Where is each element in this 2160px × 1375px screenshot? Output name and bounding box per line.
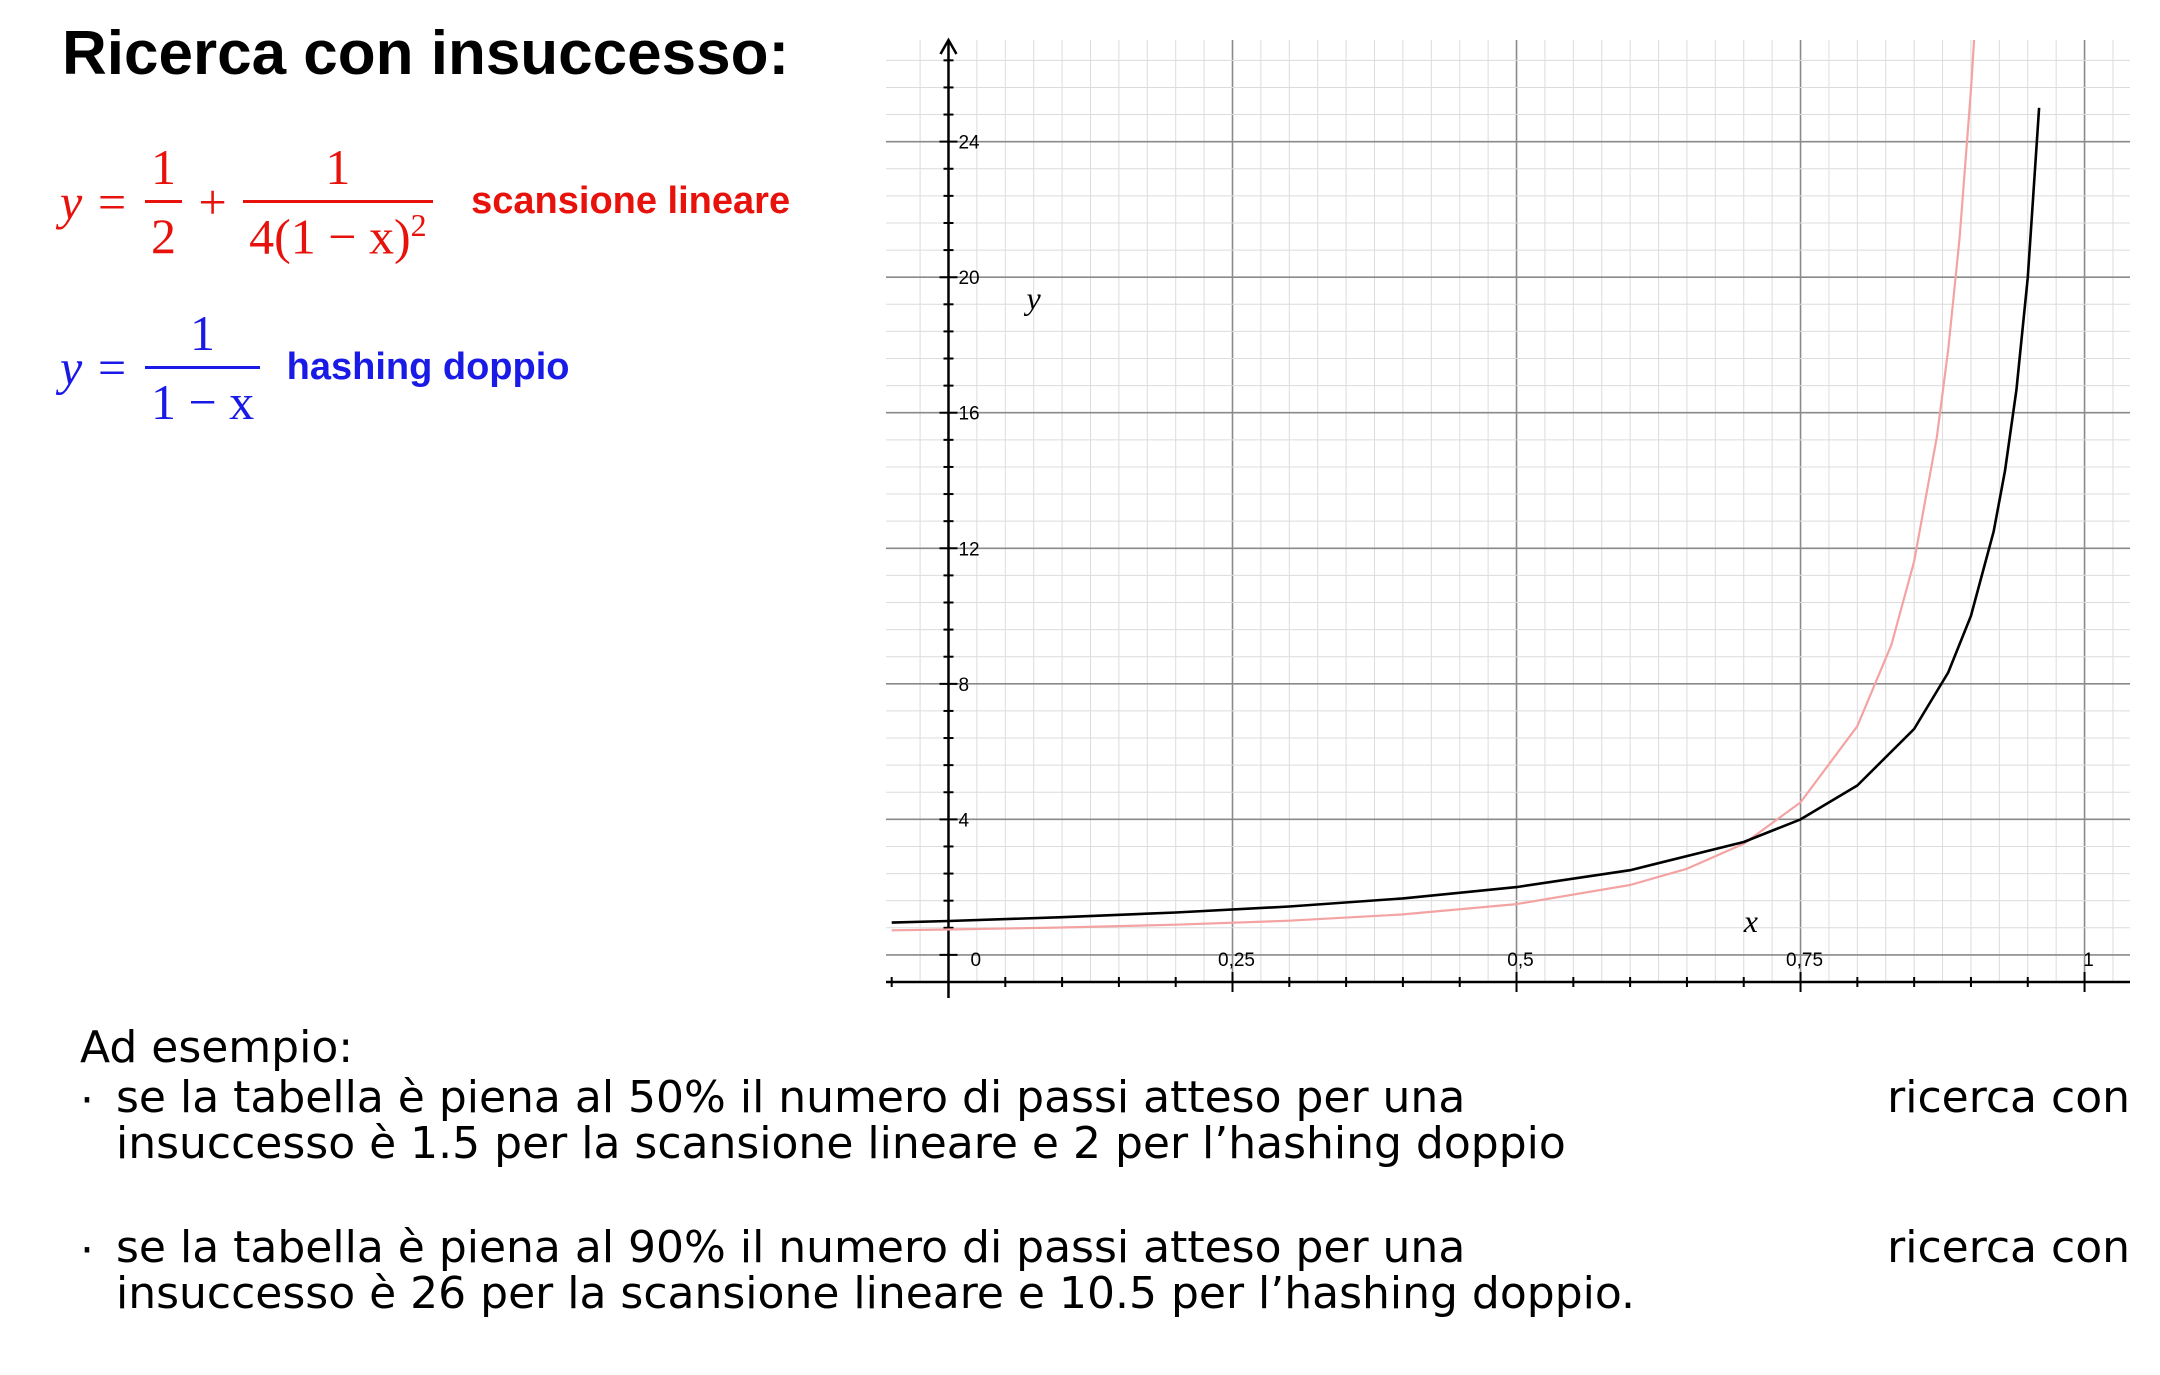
note-bullet-90-line2: insuccesso è 26 per la scansione lineare… (116, 1268, 1635, 1319)
formula-double-hashing: y = 1 1 − x hashing doppio (60, 304, 570, 431)
x-tick-label: 0,75 (1786, 950, 1823, 971)
y-tick-label: 20 (958, 268, 979, 289)
y-tick-label: 24 (958, 133, 980, 154)
formula-linear-frac2-exponent: 2 (410, 207, 427, 243)
x-axis-label: x (1743, 903, 1758, 939)
bullet-dot: · (80, 1075, 94, 1126)
formula-double-label: hashing doppio (286, 346, 570, 388)
series-line-linear-probing (891, 40, 1976, 932)
formula-linear-lhs: y = (60, 173, 129, 230)
note-bullet-50-line1: se la tabella è piena al 50% il numero d… (116, 1075, 2130, 1121)
slide-title: Ricerca con insuccesso: (62, 19, 790, 88)
y-axis-label: y (1023, 280, 1041, 316)
formula-linear-frac2-den: 4(1 − x)2 (243, 200, 433, 266)
formula-linear-frac1: 1 2 (144, 138, 182, 265)
note-bullet-90-line1-right: ricerca con (1887, 1222, 2130, 1273)
formula-linear-plus: + (198, 173, 227, 230)
y-axis-arrow (939, 37, 958, 55)
formula-linear-frac2-den-base: 4(1 − x) (249, 208, 411, 265)
y-tick-label: 4 (958, 810, 969, 831)
formula-double-frac-num: 1 (190, 305, 216, 361)
note-bullet-90-line1-left: se la tabella è piena al 90% il numero d… (116, 1222, 1466, 1273)
function-plot: 0 0,25 0,5 0,75 1 4 8 12 16 20 24 x y (886, 37, 2130, 998)
formula-double-lhs: y = (60, 339, 129, 396)
series-line-double-hashing (891, 107, 2041, 924)
note-bullet-90: · se la tabella è piena al 90% il numero… (80, 1225, 2130, 1317)
formula-double-frac: 1 1 − x (144, 304, 261, 431)
note-bullet-50-line1-left: se la tabella è piena al 50% il numero d… (116, 1072, 1466, 1123)
y-tick-label: 12 (958, 539, 979, 560)
bullet-dot: · (80, 1225, 94, 1276)
x-tick-label: 0 (970, 950, 981, 971)
note-bullet-90-line1: se la tabella è piena al 90% il numero d… (116, 1225, 2130, 1271)
x-tick-label: 0,25 (1218, 950, 1255, 971)
note-bullet-50-line2: insuccesso è 1.5 per la scansione linear… (116, 1118, 1566, 1169)
formula-linear-frac1-num: 1 (150, 139, 176, 196)
x-tick-label: 0,5 (1507, 950, 1533, 971)
formula-linear-probing: y = 1 2 + 1 4(1 − x)2 scansione lineare (60, 138, 790, 266)
formula-linear-label: scansione lineare (471, 180, 791, 223)
formula-linear-frac1-den: 2 (144, 200, 182, 265)
note-bullet-50-line1-right: ricerca con (1887, 1072, 2130, 1123)
x-tick-label: 1 (2083, 950, 2094, 971)
formula-linear-frac2: 1 4(1 − x)2 (243, 138, 433, 266)
notes-intro: Ad esempio: (80, 1022, 354, 1073)
formula-linear-frac2-num: 1 (325, 139, 351, 195)
note-bullet-50: · se la tabella è piena al 50% il numero… (80, 1075, 2130, 1167)
notes-section: Ad esempio: · se la tabella è piena al 5… (80, 1022, 2130, 1375)
y-tick-label: 16 (958, 404, 979, 425)
y-tick-label: 8 (958, 675, 969, 696)
formula-double-frac-den: 1 − x (144, 366, 261, 431)
